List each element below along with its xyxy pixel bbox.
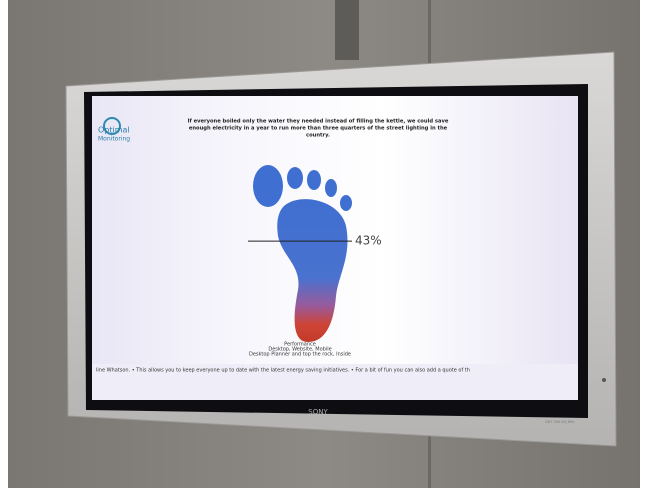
message-line: country. [306,133,330,139]
gauge-label: 43% [355,234,382,248]
message-line: enough electricity in a year to run more… [189,126,448,132]
ticker-text: line Whatson. • This allows you to keep … [96,368,470,374]
toe [307,170,321,190]
pillar [335,0,359,60]
logo-text: Optimal [98,126,130,135]
power-led [602,378,606,382]
brand: SONY [308,408,328,416]
toe [340,195,352,211]
photo: Optimal Monitoring If everyone boiled on… [0,0,648,488]
message-line: If everyone boiled only the water they n… [188,119,449,125]
toe [287,167,303,189]
caption-line: Desktop Planner and top the rock, Inside [249,352,351,358]
toe [325,179,337,197]
logo-subtext: Monitoring [98,136,130,143]
big-toe [253,165,283,207]
model-label: KDT 500 DQ 890 [545,420,574,424]
